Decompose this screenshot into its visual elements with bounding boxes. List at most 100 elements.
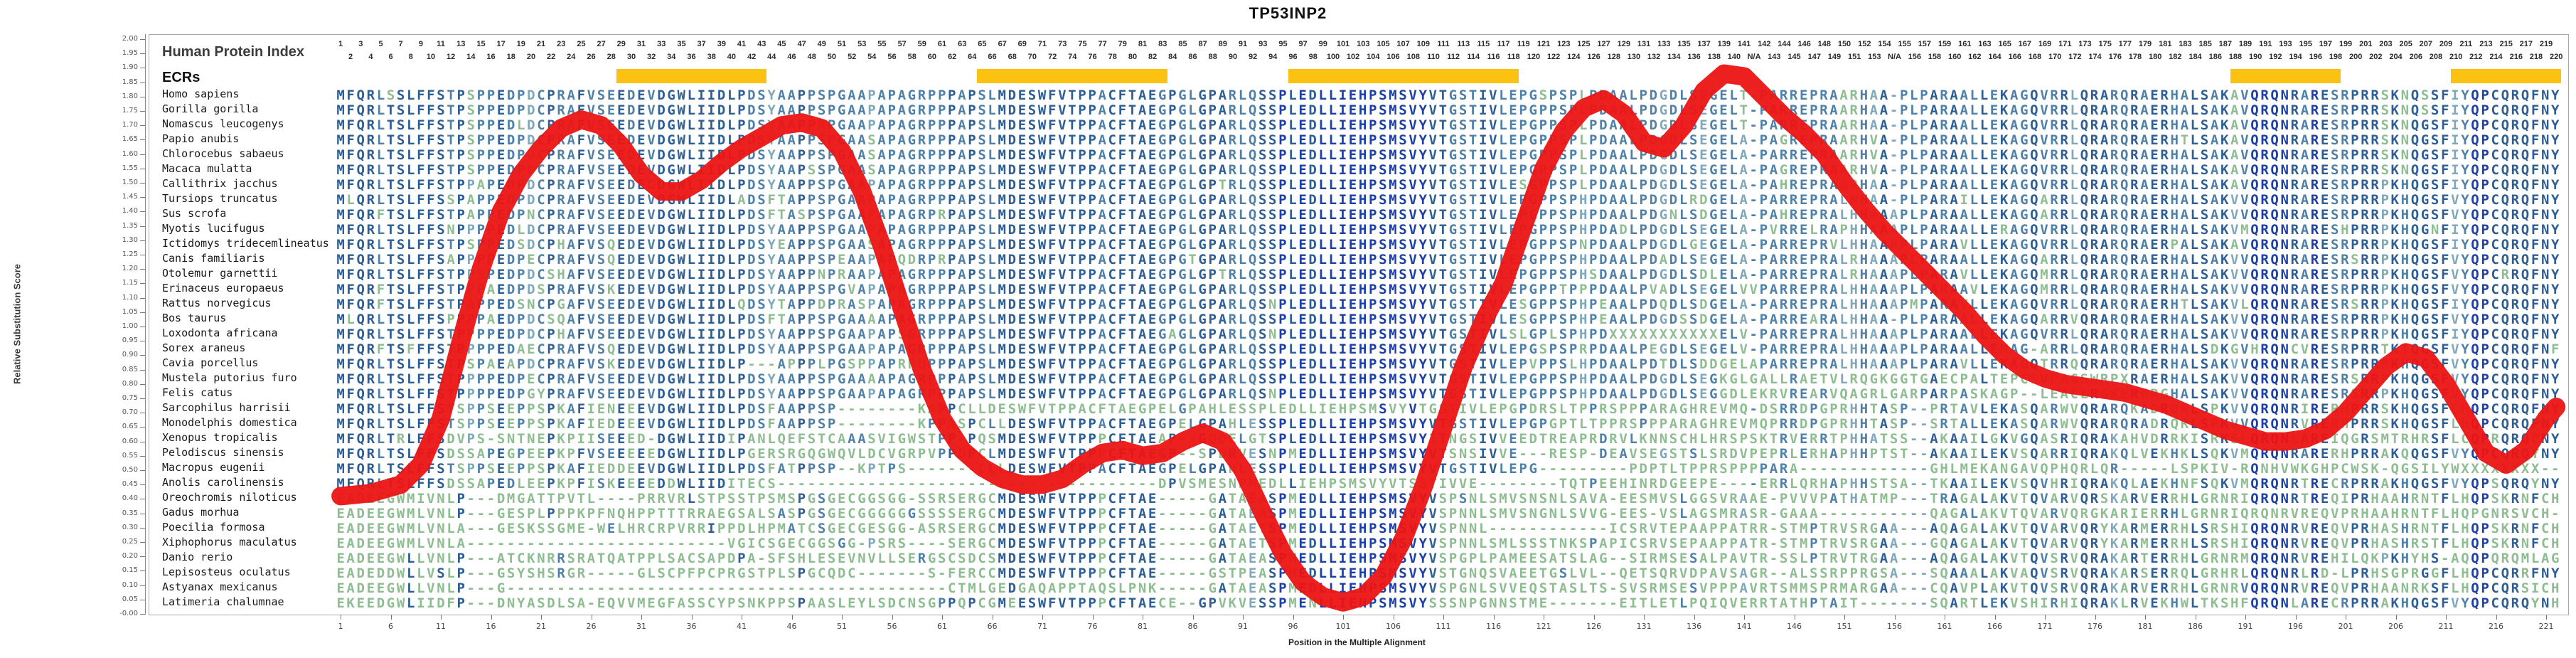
x-tick — [2245, 615, 2246, 620]
protein-index-value: 179 — [2138, 40, 2152, 48]
y-tick-label: 1.55 — [122, 164, 138, 172]
species-name: Latimeria chalumnae — [162, 595, 284, 608]
protein-index-value: 66 — [988, 53, 997, 61]
x-tick — [1042, 615, 1043, 620]
protein-index-value: 72 — [1048, 53, 1057, 61]
protein-index-value: 1 — [338, 40, 343, 48]
protein-index-value: 65 — [978, 40, 987, 48]
x-tick-label: 216 — [2489, 622, 2503, 631]
y-tick — [140, 542, 145, 543]
protein-index-value: 212 — [2469, 53, 2483, 61]
protein-index-value: 123 — [1557, 40, 1571, 48]
y-tick — [140, 183, 145, 184]
x-tick — [1844, 615, 1845, 620]
protein-index-value: 187 — [2218, 40, 2232, 48]
protein-index-value: 112 — [1447, 53, 1460, 61]
protein-index-value: 104 — [1367, 53, 1380, 61]
x-tick — [2045, 615, 2046, 620]
x-tick-label: 181 — [2137, 622, 2153, 631]
protein-index-value: 117 — [1497, 40, 1510, 48]
protein-index-value: 11 — [437, 40, 445, 48]
protein-index-value: 111 — [1437, 40, 1450, 48]
protein-index-value: 62 — [948, 53, 957, 61]
protein-index-value: 213 — [2479, 40, 2493, 48]
protein-index-value: 161 — [1958, 40, 1972, 48]
protein-index-value: 34 — [667, 53, 676, 61]
protein-index-value: 144 — [1778, 40, 1791, 48]
protein-index-value: 26 — [587, 53, 596, 61]
y-tick — [140, 225, 145, 227]
protein-index-value: 102 — [1346, 53, 1360, 61]
protein-index-value: 47 — [797, 40, 806, 48]
protein-index-value: 174 — [2088, 53, 2102, 61]
protein-index-value: 202 — [2369, 53, 2383, 61]
protein-index-value: 142 — [1758, 40, 1771, 48]
protein-index-value: 129 — [1617, 40, 1630, 48]
protein-index-value: 170 — [2048, 53, 2062, 61]
ecr-region-bar — [1288, 69, 1519, 83]
x-tick — [2145, 615, 2146, 620]
protein-index-value: 107 — [1396, 40, 1410, 48]
y-tick — [140, 369, 145, 371]
protein-index-value: 6 — [388, 53, 393, 61]
protein-index-value: 13 — [456, 40, 466, 48]
y-tick — [140, 125, 145, 127]
protein-index-value: 57 — [897, 40, 907, 48]
protein-index-value: 76 — [1088, 53, 1097, 61]
protein-index-value: 126 — [1587, 53, 1600, 61]
y-tick-label: 1.90 — [122, 63, 138, 72]
protein-index-value: 173 — [2078, 40, 2092, 48]
protein-index-value: 147 — [1807, 53, 1821, 61]
protein-index-value: 215 — [2499, 40, 2513, 48]
y-tick-label: 1.20 — [122, 265, 138, 273]
x-tick-label: 36 — [686, 622, 697, 631]
protein-index-value: 124 — [1567, 53, 1581, 61]
y-tick — [140, 398, 145, 399]
protein-index-value: 12 — [446, 53, 456, 61]
protein-index-value: 14 — [466, 53, 476, 61]
protein-index-value: 118 — [1507, 53, 1520, 61]
protein-index-value: 191 — [2259, 40, 2272, 48]
protein-index-value: 96 — [1288, 53, 1298, 61]
protein-index-value: 83 — [1158, 40, 1167, 48]
protein-index-value: 220 — [2550, 53, 2563, 61]
y-tick-label: 1.80 — [122, 92, 138, 100]
protein-index-value: 182 — [2169, 53, 2182, 61]
protein-index-value: 37 — [697, 40, 706, 48]
species-name: Felis catus — [162, 386, 233, 399]
protein-index-value: 44 — [767, 53, 776, 61]
x-tick-label: 51 — [837, 622, 847, 631]
species-name: Ictidomys tridecemlineatus — [162, 237, 329, 250]
x-tick-label: 176 — [2088, 622, 2102, 631]
species-name: Otolemur garnettii — [162, 267, 278, 280]
x-tick-label: 191 — [2238, 622, 2253, 631]
protein-index-value: 105 — [1377, 40, 1390, 48]
y-tick — [140, 283, 145, 285]
x-tick — [791, 615, 793, 620]
protein-index-value: 48 — [807, 53, 816, 61]
protein-index-value: 154 — [1878, 40, 1891, 48]
protein-index-value: 30 — [626, 53, 636, 61]
x-tick — [942, 615, 943, 620]
species-name: Papio anubis — [162, 132, 240, 145]
species-name: Tursiops truncatus — [162, 192, 278, 205]
human-protein-index-label: Human Protein Index — [162, 44, 305, 60]
y-tick-label: 0.45 — [122, 480, 138, 489]
protein-index-value: 200 — [2349, 53, 2363, 61]
protein-index-value: 116 — [1487, 53, 1500, 61]
protein-index-value: 208 — [2429, 53, 2443, 61]
ecr-region-bar — [977, 69, 1168, 83]
protein-index-value: 157 — [1918, 40, 1931, 48]
species-name: Anolis carolinensis — [162, 476, 284, 489]
protein-index-value: 132 — [1647, 53, 1661, 61]
protein-index-value: 39 — [717, 40, 727, 48]
protein-index-value: 86 — [1188, 53, 1197, 61]
y-tick — [140, 240, 145, 241]
protein-index-value: 75 — [1078, 40, 1087, 48]
